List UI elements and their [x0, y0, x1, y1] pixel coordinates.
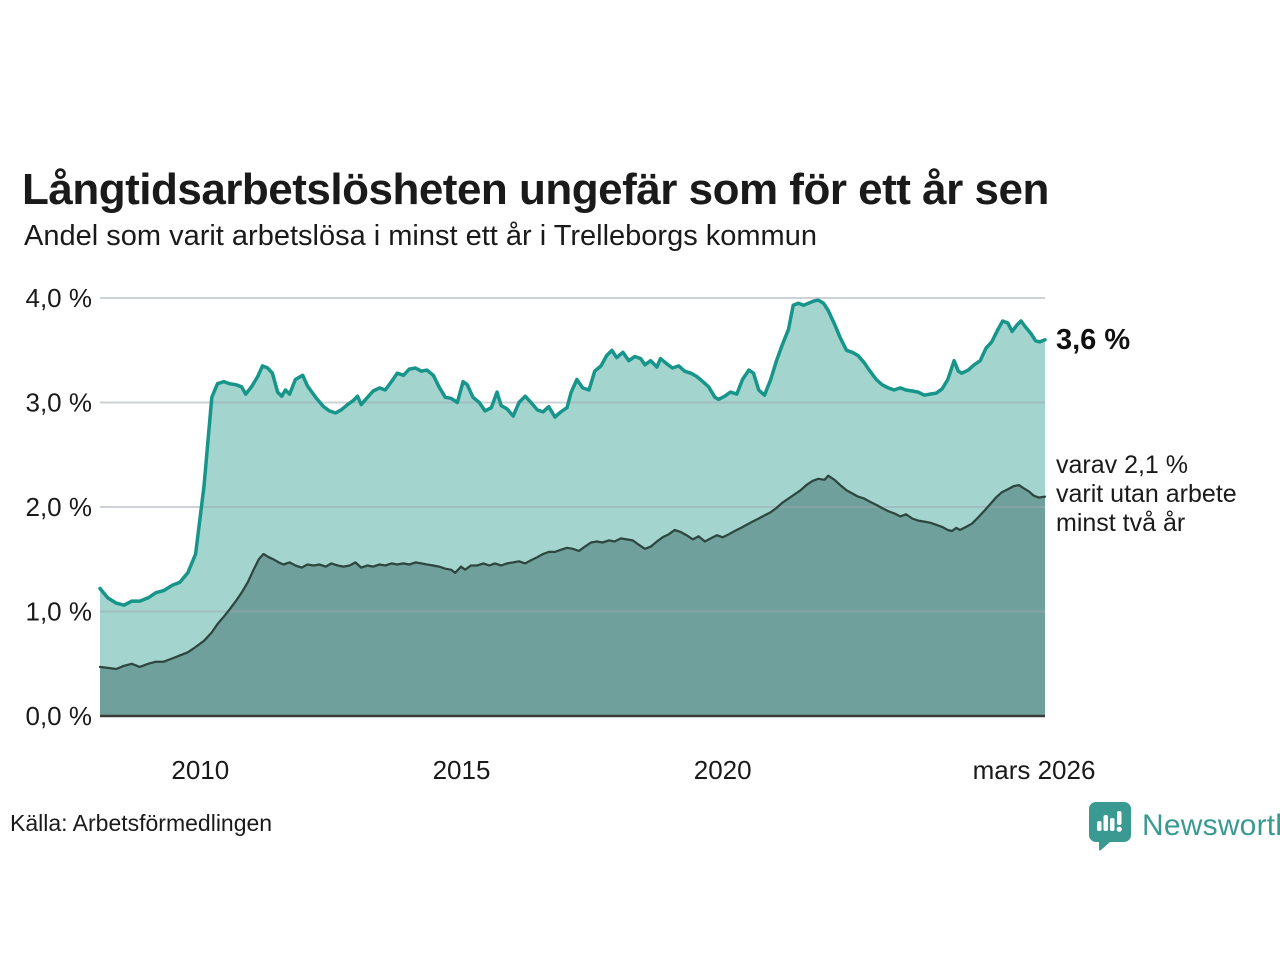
y-tick-label: 4,0 % — [26, 283, 93, 313]
y-tick-label: 0,0 % — [26, 701, 93, 731]
two-year-unemployment-annotation: varav 2,1 % varit utan arbete minst två … — [1056, 451, 1237, 537]
y-tick-label: 2,0 % — [26, 492, 93, 522]
line-series-2 — [98, 474, 1047, 671]
brand-wordmark: Newsworthy — [1142, 809, 1280, 842]
line-series-1 — [98, 298, 1047, 607]
latest-value-annotation: 3,6 % — [1056, 324, 1131, 356]
page-subtitle: Andel som varit arbetslösa i minst ett å… — [24, 220, 817, 252]
y-tick-label: 1,0 % — [26, 597, 93, 627]
source-credit: Källa: Arbetsförmedlingen — [10, 810, 273, 836]
y-tick-label: 3,0 % — [26, 388, 93, 418]
x-tick-label: mars 2026 — [973, 755, 1096, 785]
page-title: Långtidsarbetslösheten ungefär som för e… — [22, 165, 1049, 215]
newsworthy-logo: Newsworthy — [1088, 800, 1280, 852]
x-tick-label: 2020 — [694, 755, 752, 785]
x-tick-label: 2010 — [171, 755, 229, 785]
bar-chart-glyph — [1097, 811, 1122, 832]
x-tick-label: 2015 — [433, 755, 491, 785]
area-series-2 — [100, 475, 1045, 716]
newsworthy-logo-icon — [1089, 802, 1131, 851]
